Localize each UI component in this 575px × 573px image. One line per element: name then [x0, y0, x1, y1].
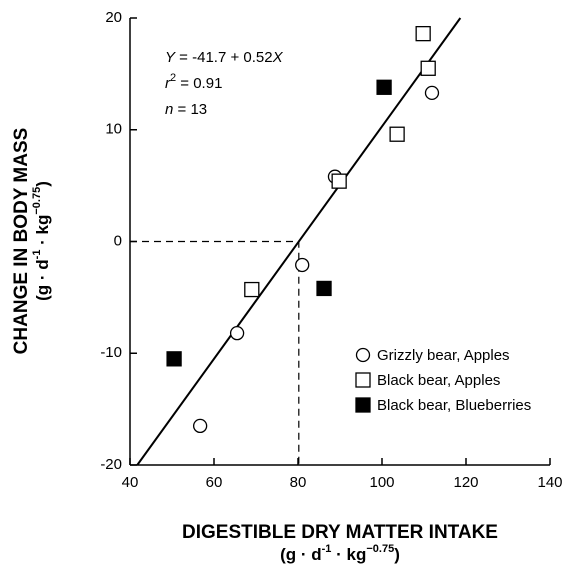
- point: [424, 85, 440, 101]
- legend-label: Grizzly bear, Apples: [377, 347, 510, 364]
- y-tick-label: 0: [114, 232, 122, 249]
- legend-label: Black bear, Blueberries: [377, 397, 531, 414]
- point: [229, 325, 245, 341]
- y-tick-label: 20: [105, 9, 122, 26]
- annotation-r2: r2 = 0.91: [165, 72, 222, 92]
- y-tick-label: 10: [105, 121, 122, 138]
- point: [244, 281, 260, 298]
- point: [331, 173, 347, 189]
- y-tick-label: -10: [100, 344, 122, 361]
- x-tick-label: 40: [122, 474, 139, 491]
- point: [316, 280, 332, 297]
- y-axis-label: CHANGE IN BODY MASS: [11, 128, 32, 355]
- x-tick-label: 140: [537, 474, 562, 491]
- legend-marker: [355, 347, 371, 363]
- point: [415, 25, 431, 42]
- x-tick-label: 80: [290, 474, 307, 491]
- point: [389, 126, 405, 142]
- point: [376, 79, 392, 95]
- x-tick-label: 100: [369, 474, 394, 491]
- y-axis-unit: (g · d-1 · kg−0.75): [31, 181, 53, 301]
- x-axis-label: DIGESTIBLE DRY MATTER INTAKE: [182, 522, 498, 543]
- legend-marker: [355, 397, 371, 413]
- annotation-n: n = 13: [165, 101, 207, 118]
- legend-marker: [355, 372, 371, 388]
- x-tick-label: 60: [206, 474, 223, 491]
- y-axis-label-group: CHANGE IN BODY MASS (g · d-1 · kg−0.75): [11, 128, 52, 355]
- point: [295, 257, 310, 273]
- legend-label: Black bear, Apples: [377, 372, 500, 389]
- annotation-equation: Y = -41.7 + 0.52X: [165, 49, 284, 66]
- point: [166, 351, 182, 367]
- x-tick-label: 120: [453, 474, 478, 491]
- point: [192, 418, 208, 434]
- x-axis-unit: (g · d-1 · kg−0.75): [280, 543, 400, 565]
- point: [420, 60, 436, 76]
- y-tick-label: -20: [100, 456, 122, 473]
- reference-line: [130, 240, 300, 465]
